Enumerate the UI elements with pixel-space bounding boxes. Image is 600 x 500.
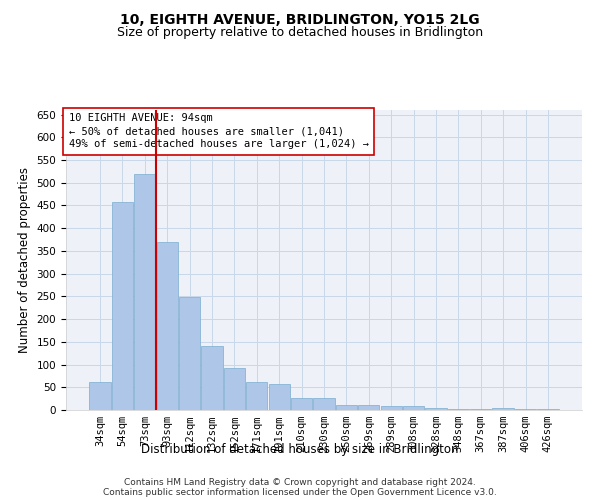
Bar xyxy=(448,408,469,410)
Bar xyxy=(112,202,133,410)
Bar xyxy=(202,346,223,410)
Bar xyxy=(179,298,200,410)
Bar xyxy=(380,406,402,410)
Bar xyxy=(246,382,268,410)
Bar xyxy=(493,408,514,410)
Bar xyxy=(89,382,111,410)
Bar xyxy=(157,242,178,410)
Text: Distribution of detached houses by size in Bridlington: Distribution of detached houses by size … xyxy=(141,444,459,456)
Bar xyxy=(358,404,379,410)
Bar xyxy=(224,368,245,410)
Bar xyxy=(291,398,312,410)
Bar xyxy=(425,408,446,410)
Text: 10 EIGHTH AVENUE: 94sqm
← 50% of detached houses are smaller (1,041)
49% of semi: 10 EIGHTH AVENUE: 94sqm ← 50% of detache… xyxy=(68,113,368,150)
Bar xyxy=(537,408,559,410)
Bar xyxy=(269,384,290,410)
Text: Contains HM Land Registry data © Crown copyright and database right 2024.: Contains HM Land Registry data © Crown c… xyxy=(124,478,476,487)
Bar xyxy=(313,398,335,410)
Bar xyxy=(134,174,155,410)
Bar xyxy=(403,406,424,410)
Bar xyxy=(470,408,491,410)
Bar xyxy=(515,408,536,410)
Text: 10, EIGHTH AVENUE, BRIDLINGTON, YO15 2LG: 10, EIGHTH AVENUE, BRIDLINGTON, YO15 2LG xyxy=(120,12,480,26)
Bar xyxy=(336,404,357,410)
Text: Contains public sector information licensed under the Open Government Licence v3: Contains public sector information licen… xyxy=(103,488,497,497)
Y-axis label: Number of detached properties: Number of detached properties xyxy=(18,167,31,353)
Text: Size of property relative to detached houses in Bridlington: Size of property relative to detached ho… xyxy=(117,26,483,39)
